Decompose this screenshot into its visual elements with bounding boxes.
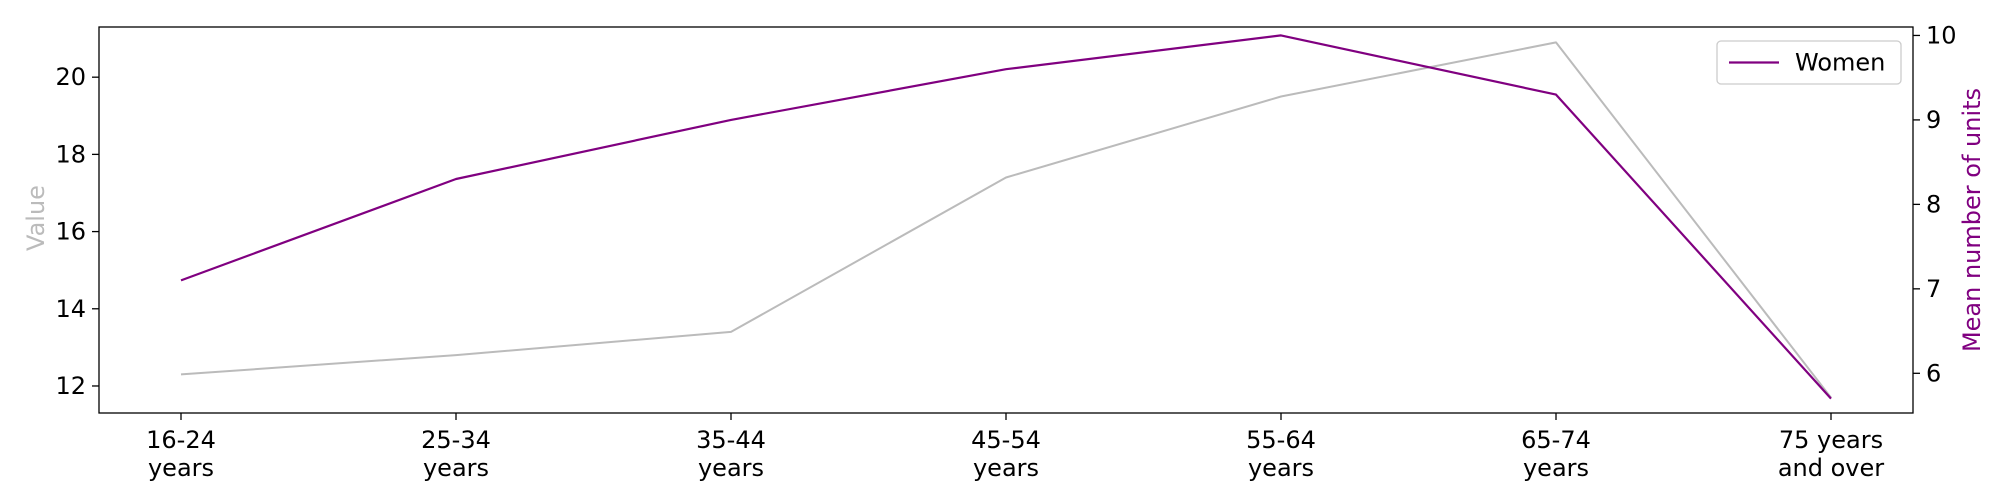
x-tick-label: years: [148, 454, 214, 482]
right-y-tick-label: 9: [1926, 106, 1941, 134]
right-y-tick-label: 10: [1926, 21, 1957, 49]
legend-label-women: Women: [1795, 49, 1885, 77]
right-axis-label: Mean number of units: [1958, 88, 1986, 352]
plot-frame: [98, 26, 1914, 414]
left-y-tick-label: 16: [55, 218, 86, 246]
right-y-tick-label: 6: [1926, 359, 1941, 387]
left-y-tick-label: 14: [55, 295, 86, 323]
x-tick-label: years: [1523, 454, 1589, 482]
x-tick-label: years: [698, 454, 764, 482]
right-y-tick-label: 8: [1926, 190, 1941, 218]
right-y-tick-label: 7: [1926, 275, 1941, 303]
x-tick-label: years: [423, 454, 489, 482]
x-tick-label: 16-24: [146, 426, 216, 454]
x-tick-label: years: [973, 454, 1039, 482]
x-tick-label: years: [1248, 454, 1314, 482]
series-line-value: [180, 41, 1832, 399]
left-y-tick-label: 18: [55, 140, 86, 168]
x-tick-label: 45-54: [971, 426, 1041, 454]
x-tick-label: 55-64: [1246, 426, 1316, 454]
legend-box: [1716, 40, 1902, 85]
x-tick-label: 65-74: [1521, 426, 1591, 454]
x-tick-label: 75 years: [1779, 426, 1883, 454]
left-axis-label: Value: [22, 185, 50, 251]
x-tick-label: and over: [1778, 454, 1884, 482]
left-y-tick-label: 20: [55, 63, 86, 91]
series-line-women: [180, 34, 1832, 400]
x-tick-label: 35-44: [696, 426, 766, 454]
x-tick-label: 25-34: [421, 426, 491, 454]
left-y-tick-label: 12: [55, 372, 86, 400]
